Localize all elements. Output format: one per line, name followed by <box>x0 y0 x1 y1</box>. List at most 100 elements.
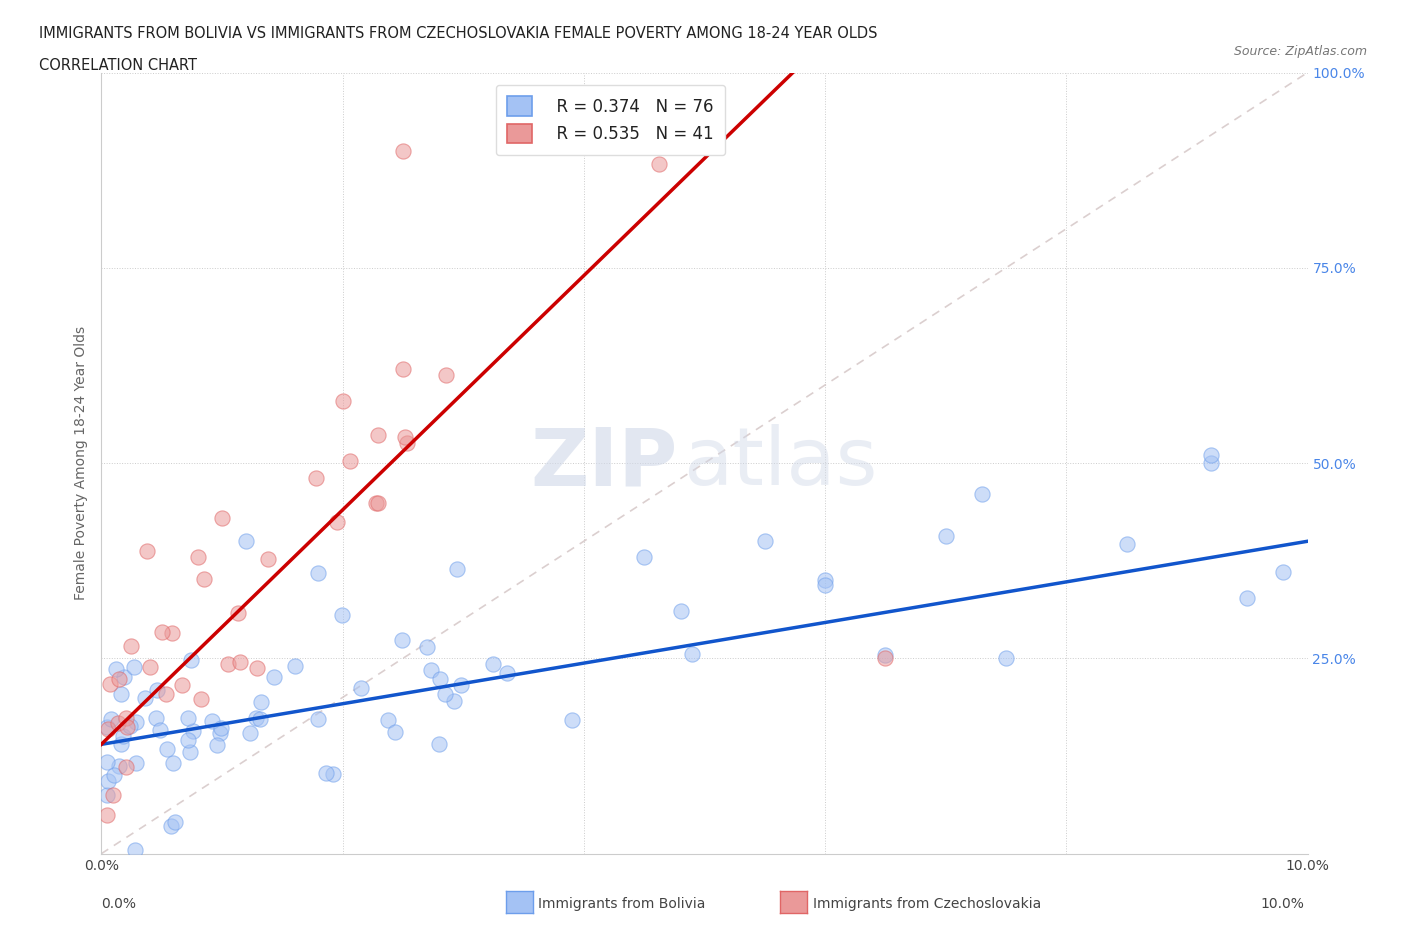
Point <box>391 362 415 377</box>
Point <box>1236 591 1258 605</box>
Point <box>207 737 229 752</box>
Point <box>179 744 201 759</box>
Point <box>672 104 695 119</box>
Point <box>1272 565 1295 579</box>
Point <box>256 552 278 567</box>
Point <box>443 694 465 709</box>
Point <box>332 393 354 408</box>
Point <box>420 662 443 677</box>
Point <box>633 550 655 565</box>
Point <box>315 765 337 780</box>
Point <box>110 686 132 701</box>
Point <box>108 758 131 773</box>
Point <box>96 719 118 734</box>
Point <box>177 711 200 725</box>
Point <box>669 604 692 619</box>
Point <box>209 721 232 736</box>
Point <box>1199 447 1222 462</box>
Point <box>180 653 202 668</box>
Point <box>875 647 897 662</box>
Point <box>284 658 307 673</box>
Point <box>305 471 328 485</box>
Point <box>246 660 269 675</box>
Point <box>125 714 148 729</box>
Point <box>228 605 250 620</box>
Point <box>150 625 173 640</box>
Text: IMMIGRANTS FROM BOLIVIA VS IMMIGRANTS FROM CZECHOSLOVAKIA FEMALE POVERTY AMONG 1: IMMIGRANTS FROM BOLIVIA VS IMMIGRANTS FR… <box>39 26 877 41</box>
Point <box>155 687 177 702</box>
Point <box>1115 537 1137 551</box>
Point <box>120 718 142 733</box>
Point <box>548 120 571 135</box>
Point <box>135 543 157 558</box>
Point <box>181 724 204 738</box>
Text: atlas: atlas <box>683 424 877 502</box>
Point <box>330 608 353 623</box>
Point <box>201 713 224 728</box>
Legend:   R = 0.374   N = 76,   R = 0.535   N = 41: R = 0.374 N = 76, R = 0.535 N = 41 <box>495 85 725 155</box>
Point <box>103 768 125 783</box>
Point <box>146 682 169 697</box>
Point <box>149 723 172 737</box>
Point <box>970 487 993 502</box>
Point <box>156 741 179 756</box>
Point <box>433 686 456 701</box>
Point <box>110 737 132 752</box>
Point <box>235 534 257 549</box>
Point <box>263 670 285 684</box>
Point <box>125 756 148 771</box>
Point <box>935 529 957 544</box>
Point <box>384 725 406 740</box>
Text: 10.0%: 10.0% <box>1261 897 1305 911</box>
Text: 0.0%: 0.0% <box>101 897 136 911</box>
Point <box>325 515 347 530</box>
Point <box>814 578 837 592</box>
Point <box>391 143 415 158</box>
Point <box>429 671 451 686</box>
Point <box>115 719 138 734</box>
Point <box>814 573 837 588</box>
Point <box>177 733 200 748</box>
Point <box>115 760 138 775</box>
Point <box>96 754 118 769</box>
Point <box>446 562 468 577</box>
Point <box>124 843 146 857</box>
Point <box>107 715 129 730</box>
Text: Immigrants from Czechoslovakia: Immigrants from Czechoslovakia <box>813 897 1040 911</box>
Point <box>187 550 209 565</box>
Point <box>415 639 437 654</box>
Point <box>190 691 212 706</box>
Point <box>249 695 271 710</box>
Text: Immigrants from Bolivia: Immigrants from Bolivia <box>538 897 706 911</box>
Point <box>229 655 252 670</box>
Point <box>100 711 122 726</box>
Point <box>124 659 146 674</box>
Point <box>108 671 131 686</box>
Point <box>434 368 457 383</box>
Text: Source: ZipAtlas.com: Source: ZipAtlas.com <box>1233 45 1367 58</box>
Point <box>307 565 329 580</box>
Text: ZIP: ZIP <box>530 424 678 502</box>
Point <box>364 495 387 510</box>
Point <box>165 815 187 830</box>
Point <box>394 430 416 445</box>
Point <box>98 677 121 692</box>
Point <box>322 766 344 781</box>
Point <box>217 657 239 671</box>
Point <box>120 639 142 654</box>
Point <box>96 808 118 823</box>
Point <box>96 788 118 803</box>
Point <box>239 726 262 741</box>
Point <box>1199 456 1222 471</box>
Point <box>648 156 671 171</box>
Point <box>307 711 329 726</box>
Text: CORRELATION CHART: CORRELATION CHART <box>39 58 197 73</box>
Point <box>377 712 399 727</box>
Point <box>139 660 162 675</box>
Y-axis label: Female Poverty Among 18-24 Year Olds: Female Poverty Among 18-24 Year Olds <box>75 326 89 600</box>
Point <box>162 755 184 770</box>
Point <box>249 711 271 726</box>
Point <box>97 722 120 737</box>
Point <box>367 428 389 443</box>
Point <box>482 657 505 671</box>
